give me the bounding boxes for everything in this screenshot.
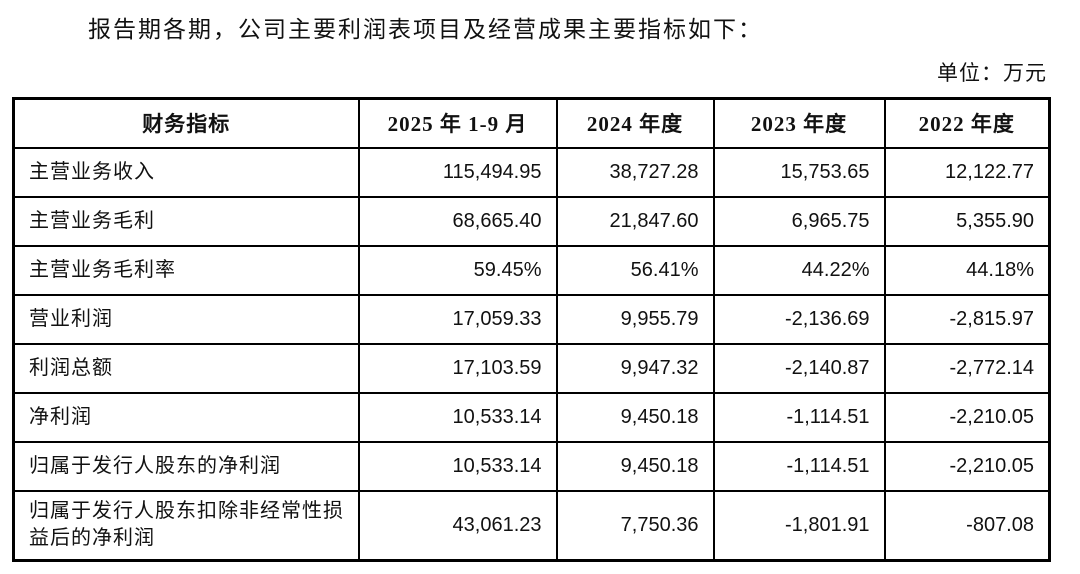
row-value: 10,533.14: [357, 440, 558, 492]
financial-indicators-table: 财务指标 2025 年 1-9 月 2024 年度 2023 年度 2022 年…: [12, 97, 1051, 562]
row-value: -2,210.05: [883, 440, 1051, 492]
row-value: 9,947.32: [555, 342, 715, 394]
table-row: 利润总额 17,103.59 9,947.32 -2,140.87 -2,772…: [12, 342, 1051, 394]
header-2023: 2023 年度: [712, 97, 886, 149]
row-value: -2,140.87: [712, 342, 886, 394]
row-value: 43,061.23: [357, 489, 558, 562]
row-value: 5,355.90: [883, 195, 1051, 247]
row-label: 归属于发行人股东的净利润: [12, 440, 360, 492]
row-value: 115,494.95: [357, 146, 558, 198]
row-value: 68,665.40: [357, 195, 558, 247]
row-value: 9,450.18: [555, 440, 715, 492]
row-label: 利润总额: [12, 342, 360, 394]
header-2022: 2022 年度: [883, 97, 1051, 149]
row-value: 10,533.14: [357, 391, 558, 443]
table-row: 主营业务收入 115,494.95 38,727.28 15,753.65 12…: [12, 146, 1051, 198]
table-row: 营业利润 17,059.33 9,955.79 -2,136.69 -2,815…: [12, 293, 1051, 345]
row-value: -2,210.05: [883, 391, 1051, 443]
intro-paragraph: 报告期各期，公司主要利润表项目及经营成果主要指标如下：: [88, 17, 763, 42]
table-row: 净利润 10,533.14 9,450.18 -1,114.51 -2,210.…: [12, 391, 1051, 443]
row-value: -2,772.14: [883, 342, 1051, 394]
row-value: 9,450.18: [555, 391, 715, 443]
row-value: -1,801.91: [712, 489, 886, 562]
header-financial-indicator: 财务指标: [12, 97, 360, 149]
row-value: 17,059.33: [357, 293, 558, 345]
table-row: 归属于发行人股东扣除非经常性损益后的净利润 43,061.23 7,750.36…: [12, 489, 1051, 562]
row-value: 56.41%: [555, 244, 715, 296]
row-value: -2,136.69: [712, 293, 886, 345]
row-value: 15,753.65: [712, 146, 886, 198]
table-row: 归属于发行人股东的净利润 10,533.14 9,450.18 -1,114.5…: [12, 440, 1051, 492]
row-value: -1,114.51: [712, 391, 886, 443]
row-value: -2,815.97: [883, 293, 1051, 345]
row-value: 38,727.28: [555, 146, 715, 198]
row-value: 7,750.36: [555, 489, 715, 562]
row-value: 6,965.75: [712, 195, 886, 247]
unit-label: 单位：万元: [937, 61, 1047, 85]
table-row: 主营业务毛利 68,665.40 21,847.60 6,965.75 5,35…: [12, 195, 1051, 247]
row-label: 主营业务毛利率: [12, 244, 360, 296]
row-label: 主营业务收入: [12, 146, 360, 198]
table-header-row: 财务指标 2025 年 1-9 月 2024 年度 2023 年度 2022 年…: [12, 97, 1051, 149]
row-label: 净利润: [12, 391, 360, 443]
row-value: 12,122.77: [883, 146, 1051, 198]
header-2025-1-9: 2025 年 1-9 月: [357, 97, 558, 149]
row-value: -1,114.51: [712, 440, 886, 492]
table-row: 主营业务毛利率 59.45% 56.41% 44.22% 44.18%: [12, 244, 1051, 296]
row-label: 营业利润: [12, 293, 360, 345]
row-value: -807.08: [883, 489, 1051, 562]
row-value: 17,103.59: [357, 342, 558, 394]
row-value: 9,955.79: [555, 293, 715, 345]
row-value: 44.18%: [883, 244, 1051, 296]
row-value: 44.22%: [712, 244, 886, 296]
header-2024: 2024 年度: [555, 97, 715, 149]
row-value: 59.45%: [357, 244, 558, 296]
row-label: 主营业务毛利: [12, 195, 360, 247]
row-label: 归属于发行人股东扣除非经常性损益后的净利润: [12, 489, 360, 562]
row-value: 21,847.60: [555, 195, 715, 247]
